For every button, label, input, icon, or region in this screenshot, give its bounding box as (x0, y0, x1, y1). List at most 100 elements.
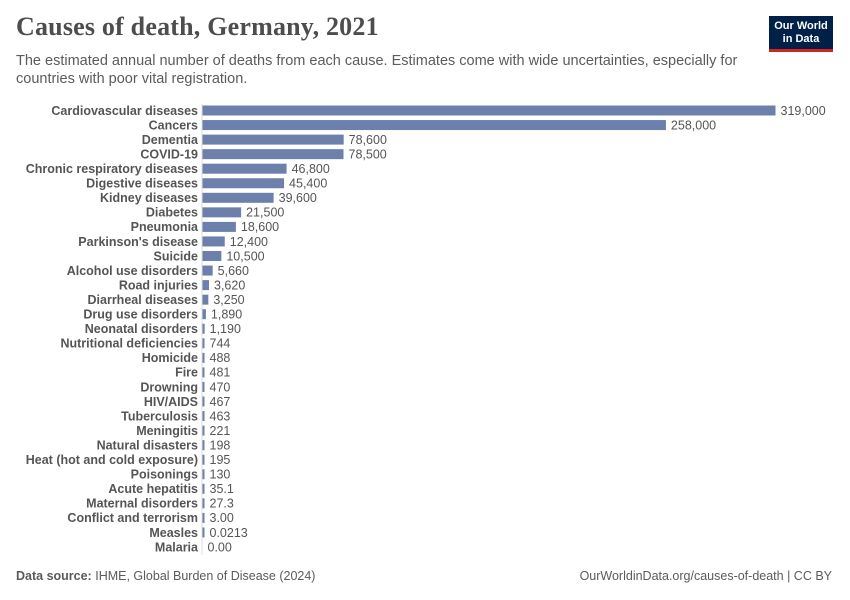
value-label: 27.3 (210, 497, 234, 511)
bar[interactable] (202, 149, 344, 160)
value-label: 45,400 (289, 177, 327, 191)
category-label: Kidney diseases (100, 191, 198, 205)
bar[interactable] (202, 134, 344, 145)
bar[interactable] (202, 527, 205, 538)
bar[interactable] (202, 280, 210, 291)
value-label: 39,600 (279, 191, 317, 205)
category-label: Poisonings (131, 468, 198, 482)
category-label: Diabetes (146, 206, 198, 220)
value-label: 470 (210, 380, 231, 394)
bar[interactable] (202, 309, 206, 320)
chart-subtitle: The estimated annual number of deaths fr… (16, 53, 738, 87)
value-label: 744 (210, 337, 231, 351)
category-label: Homicide (142, 351, 198, 365)
bar[interactable] (202, 381, 205, 392)
value-label: 1,890 (211, 308, 242, 322)
bar[interactable] (202, 469, 205, 480)
category-label: Heat (hot and cold exposure) (26, 453, 198, 467)
value-label: 46,800 (292, 162, 330, 176)
bar[interactable] (202, 352, 205, 363)
owid-logo[interactable]: Our World in Data (769, 16, 833, 52)
value-label: 35.1 (210, 482, 234, 496)
value-label: 78,600 (349, 133, 387, 147)
logo-line-2: in Data (782, 33, 820, 45)
category-label: Chronic respiratory diseases (26, 162, 198, 176)
category-label: Drug use disorders (83, 308, 198, 322)
bar[interactable] (202, 294, 209, 305)
value-label: 10,500 (226, 249, 264, 263)
bar[interactable] (202, 265, 213, 276)
bar[interactable] (202, 367, 205, 378)
bar[interactable] (202, 498, 205, 509)
value-label: 258,000 (671, 118, 716, 132)
data-source-text[interactable]: IHME, Global Burden of Disease (2024) (95, 569, 316, 583)
category-label: Cardiovascular diseases (51, 104, 198, 118)
category-label: Dementia (142, 133, 199, 147)
category-label: Tuberculosis (121, 409, 198, 423)
value-label: 21,500 (246, 206, 284, 220)
category-label: Suicide (154, 249, 199, 263)
value-label: 3.00 (210, 511, 234, 525)
bar[interactable] (202, 236, 225, 247)
logo-line-1: Our World (774, 20, 828, 32)
value-label: 3,250 (213, 293, 244, 307)
category-label: Meningitis (136, 424, 198, 438)
category-label: Neonatal disorders (85, 322, 198, 336)
category-label: Road injuries (119, 278, 198, 292)
bar[interactable] (202, 192, 274, 203)
value-label: 18,600 (241, 220, 279, 234)
bar[interactable] (202, 338, 205, 349)
value-label: 488 (210, 351, 231, 365)
bar[interactable] (202, 251, 222, 261)
bar[interactable] (202, 396, 205, 407)
category-label: Diarrheal diseases (88, 293, 199, 307)
bar[interactable] (202, 221, 236, 232)
source-url[interactable]: OurWorldinData.org/causes-of-death | CC … (579, 569, 832, 583)
value-label: 3,620 (214, 278, 245, 292)
bar[interactable] (202, 207, 242, 218)
value-label: 198 (210, 438, 231, 452)
category-label: Digestive diseases (86, 177, 198, 191)
category-label: Pneumonia (131, 220, 199, 234)
value-label: 78,500 (349, 147, 387, 161)
value-label: 195 (210, 453, 231, 467)
data-source: Data source: IHME, Global Burden of Dise… (16, 569, 315, 583)
bar[interactable] (202, 483, 205, 494)
value-label: 1,190 (210, 322, 241, 336)
value-label: 221 (210, 424, 231, 438)
category-label: Acute hepatitis (108, 482, 198, 496)
chart-title: Causes of death, Germany, 2021 (16, 12, 379, 41)
value-label: 319,000 (781, 104, 826, 118)
bar[interactable] (202, 425, 205, 436)
value-label: 5,660 (218, 264, 249, 278)
category-label: COVID-19 (140, 147, 198, 161)
category-label: Conflict and terrorism (67, 511, 198, 525)
value-label: 0.0213 (210, 526, 248, 540)
value-label: 481 (210, 366, 231, 380)
category-label: Cancers (149, 118, 198, 132)
bar[interactable] (202, 178, 285, 189)
category-label: Natural disasters (97, 438, 198, 452)
bar[interactable] (202, 163, 287, 174)
data-source-label: Data source: (16, 569, 92, 583)
bar[interactable] (202, 105, 776, 116)
category-label: Maternal disorders (86, 497, 198, 511)
bar[interactable] (202, 120, 666, 131)
bar[interactable] (202, 440, 205, 451)
category-label: Fire (175, 366, 198, 380)
bar[interactable] (202, 411, 205, 422)
category-label: Malaria (155, 540, 199, 554)
bar[interactable] (202, 454, 205, 465)
value-label: 130 (210, 468, 231, 482)
bar[interactable] (202, 512, 205, 523)
bar[interactable] (202, 323, 205, 334)
value-label: 463 (210, 409, 231, 423)
value-label: 12,400 (230, 235, 268, 249)
category-label: HIV/AIDS (144, 395, 198, 409)
value-label: 467 (210, 395, 231, 409)
category-label: Alcohol use disorders (67, 264, 198, 278)
category-label: Parkinson's disease (78, 235, 198, 249)
category-label: Drowning (140, 380, 198, 394)
category-label: Nutritional deficiencies (60, 337, 198, 351)
